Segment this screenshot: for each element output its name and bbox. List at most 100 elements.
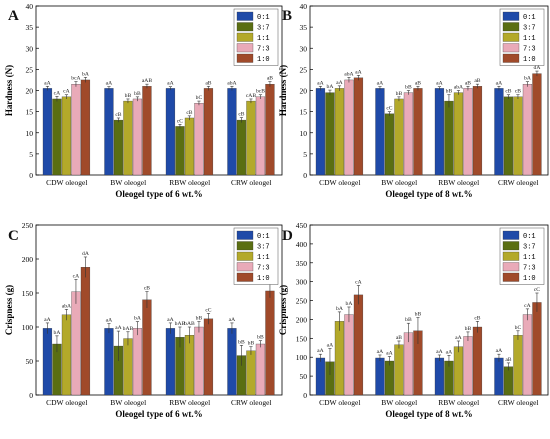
significance-label: aA bbox=[496, 348, 503, 354]
bar-0-1 bbox=[315, 88, 326, 176]
significance-label: bA bbox=[346, 301, 353, 307]
y-tick-label: 150 bbox=[22, 289, 34, 298]
bar-1-1 bbox=[246, 350, 256, 396]
significance-label: bB bbox=[238, 339, 245, 345]
y-tick-label: 250 bbox=[296, 297, 308, 306]
significance-label: bB bbox=[125, 93, 132, 99]
bar-7-3 bbox=[463, 336, 473, 396]
bar-1-1 bbox=[123, 100, 133, 176]
legend-label: 7:3 bbox=[257, 265, 270, 273]
significance-label: bAB bbox=[175, 321, 186, 327]
significance-label: aA bbox=[455, 335, 462, 341]
x-tick-label: CDW oleogel bbox=[319, 398, 360, 407]
bar-1-1 bbox=[453, 346, 464, 396]
bar-1-1 bbox=[246, 100, 256, 176]
significance-label: aA bbox=[377, 81, 384, 87]
y-tick-label: 0 bbox=[29, 171, 33, 180]
significance-label: bB bbox=[405, 317, 412, 323]
legend-label: 0:1 bbox=[523, 14, 536, 22]
bar-1-0 bbox=[142, 299, 152, 396]
bar-3-7 bbox=[384, 113, 395, 176]
bar-3-7 bbox=[503, 96, 514, 176]
significance-label: aA bbox=[386, 350, 393, 356]
significance-label: aA bbox=[446, 349, 453, 355]
bar-1-0 bbox=[203, 88, 214, 176]
significance-label: aA bbox=[106, 318, 113, 324]
legend-swatch bbox=[502, 241, 520, 251]
significance-label: cA bbox=[63, 89, 70, 95]
bar-7-3 bbox=[463, 88, 473, 176]
bar-1-1 bbox=[184, 117, 195, 176]
significance-label: aA bbox=[317, 80, 324, 86]
significance-label: bC bbox=[515, 325, 522, 331]
significance-label: aA bbox=[436, 349, 443, 355]
bar-3-7 bbox=[113, 119, 124, 176]
bar-3-7 bbox=[444, 100, 454, 176]
bar-3-7 bbox=[384, 360, 395, 396]
legend-swatch bbox=[236, 241, 254, 251]
bar-0-1 bbox=[165, 88, 176, 176]
plot-frame bbox=[309, 224, 549, 396]
x-tick-label: CRW oleogel bbox=[498, 398, 539, 407]
bar-1-0 bbox=[353, 77, 364, 176]
bar-1-0 bbox=[142, 86, 152, 176]
significance-label: cC bbox=[177, 118, 183, 124]
bar-1-1 bbox=[513, 96, 523, 176]
significance-label: aB bbox=[505, 357, 511, 363]
legend-label: 0:1 bbox=[257, 14, 270, 22]
legend-swatch bbox=[236, 32, 254, 42]
bar-7-3 bbox=[71, 291, 81, 396]
significance-label: bA bbox=[524, 76, 531, 82]
bar-1-1 bbox=[334, 321, 345, 396]
bar-1-0 bbox=[532, 302, 542, 396]
significance-label: cA bbox=[524, 303, 531, 309]
panel-letter: D bbox=[282, 228, 293, 244]
legend-swatch bbox=[502, 11, 520, 21]
x-tick-label: BW oleogel bbox=[110, 178, 146, 187]
significance-label: bA bbox=[54, 330, 61, 336]
y-tick-label: 20 bbox=[26, 87, 34, 96]
bar-3-7 bbox=[175, 126, 185, 176]
significance-label: bB bbox=[446, 89, 453, 95]
x-tick-label: CDW oleogel bbox=[319, 178, 360, 187]
y-tick-label: 20 bbox=[300, 87, 308, 96]
significance-label: cC bbox=[205, 307, 211, 313]
significance-label: aA bbox=[377, 349, 384, 355]
bar-1-1 bbox=[334, 88, 345, 176]
bar-0-1 bbox=[42, 328, 53, 396]
significance-label: aB bbox=[465, 80, 471, 86]
legend-label: 7:3 bbox=[257, 46, 270, 54]
significance-label: aA bbox=[167, 317, 174, 323]
y-tick-label: 350 bbox=[296, 259, 308, 268]
significance-label: bAB bbox=[184, 321, 195, 327]
bar-1-1 bbox=[513, 335, 523, 396]
legend-swatch bbox=[502, 22, 520, 32]
panel-letter: A bbox=[8, 8, 19, 24]
y-tick-label: 5 bbox=[29, 150, 33, 159]
significance-label: aA bbox=[44, 317, 51, 323]
significance-label: bB bbox=[415, 312, 422, 318]
bar-7-3 bbox=[344, 79, 354, 176]
legend-swatch bbox=[236, 11, 254, 21]
bar-1-1 bbox=[394, 98, 404, 176]
significance-label: bB bbox=[396, 91, 403, 97]
bar-3-7 bbox=[503, 366, 514, 396]
legend-swatch bbox=[502, 53, 520, 63]
legend: 0:1 3:7 1:1 7:3 1:0 bbox=[499, 8, 545, 66]
y-tick-label: 300 bbox=[296, 278, 308, 287]
significance-label: bA bbox=[327, 84, 334, 90]
y-tick-label: 100 bbox=[22, 323, 34, 332]
legend-label: 1:0 bbox=[257, 56, 270, 64]
significance-label: aA bbox=[336, 80, 343, 86]
significance-label: bcA bbox=[71, 76, 80, 82]
legend-label: 3:7 bbox=[523, 25, 536, 33]
bar-0-1 bbox=[42, 88, 53, 176]
legend-swatch bbox=[236, 22, 254, 32]
legend-label: 1:1 bbox=[523, 35, 536, 43]
significance-label: cC bbox=[386, 106, 392, 112]
y-tick-label: 50 bbox=[26, 357, 34, 366]
legend-swatch bbox=[236, 53, 254, 63]
bar-0-1 bbox=[375, 88, 385, 176]
bar-1-1 bbox=[123, 338, 133, 396]
